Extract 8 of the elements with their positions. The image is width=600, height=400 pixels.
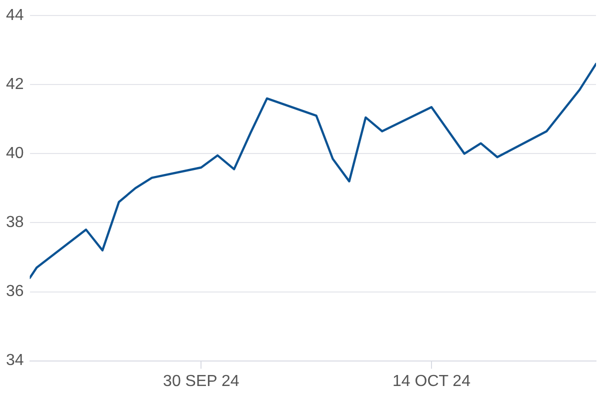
- y-tick-label: 34: [6, 352, 24, 370]
- y-tick-label: 38: [6, 214, 24, 232]
- y-tick-label: 44: [6, 7, 24, 24]
- y-tick-label: 36: [6, 283, 24, 300]
- x-tick-label: 30 SEP 24: [163, 372, 240, 390]
- x-tick-label: 14 OCT 24: [392, 372, 471, 390]
- y-tick-label: 40: [6, 145, 24, 162]
- y-tick-label: 42: [6, 76, 24, 94]
